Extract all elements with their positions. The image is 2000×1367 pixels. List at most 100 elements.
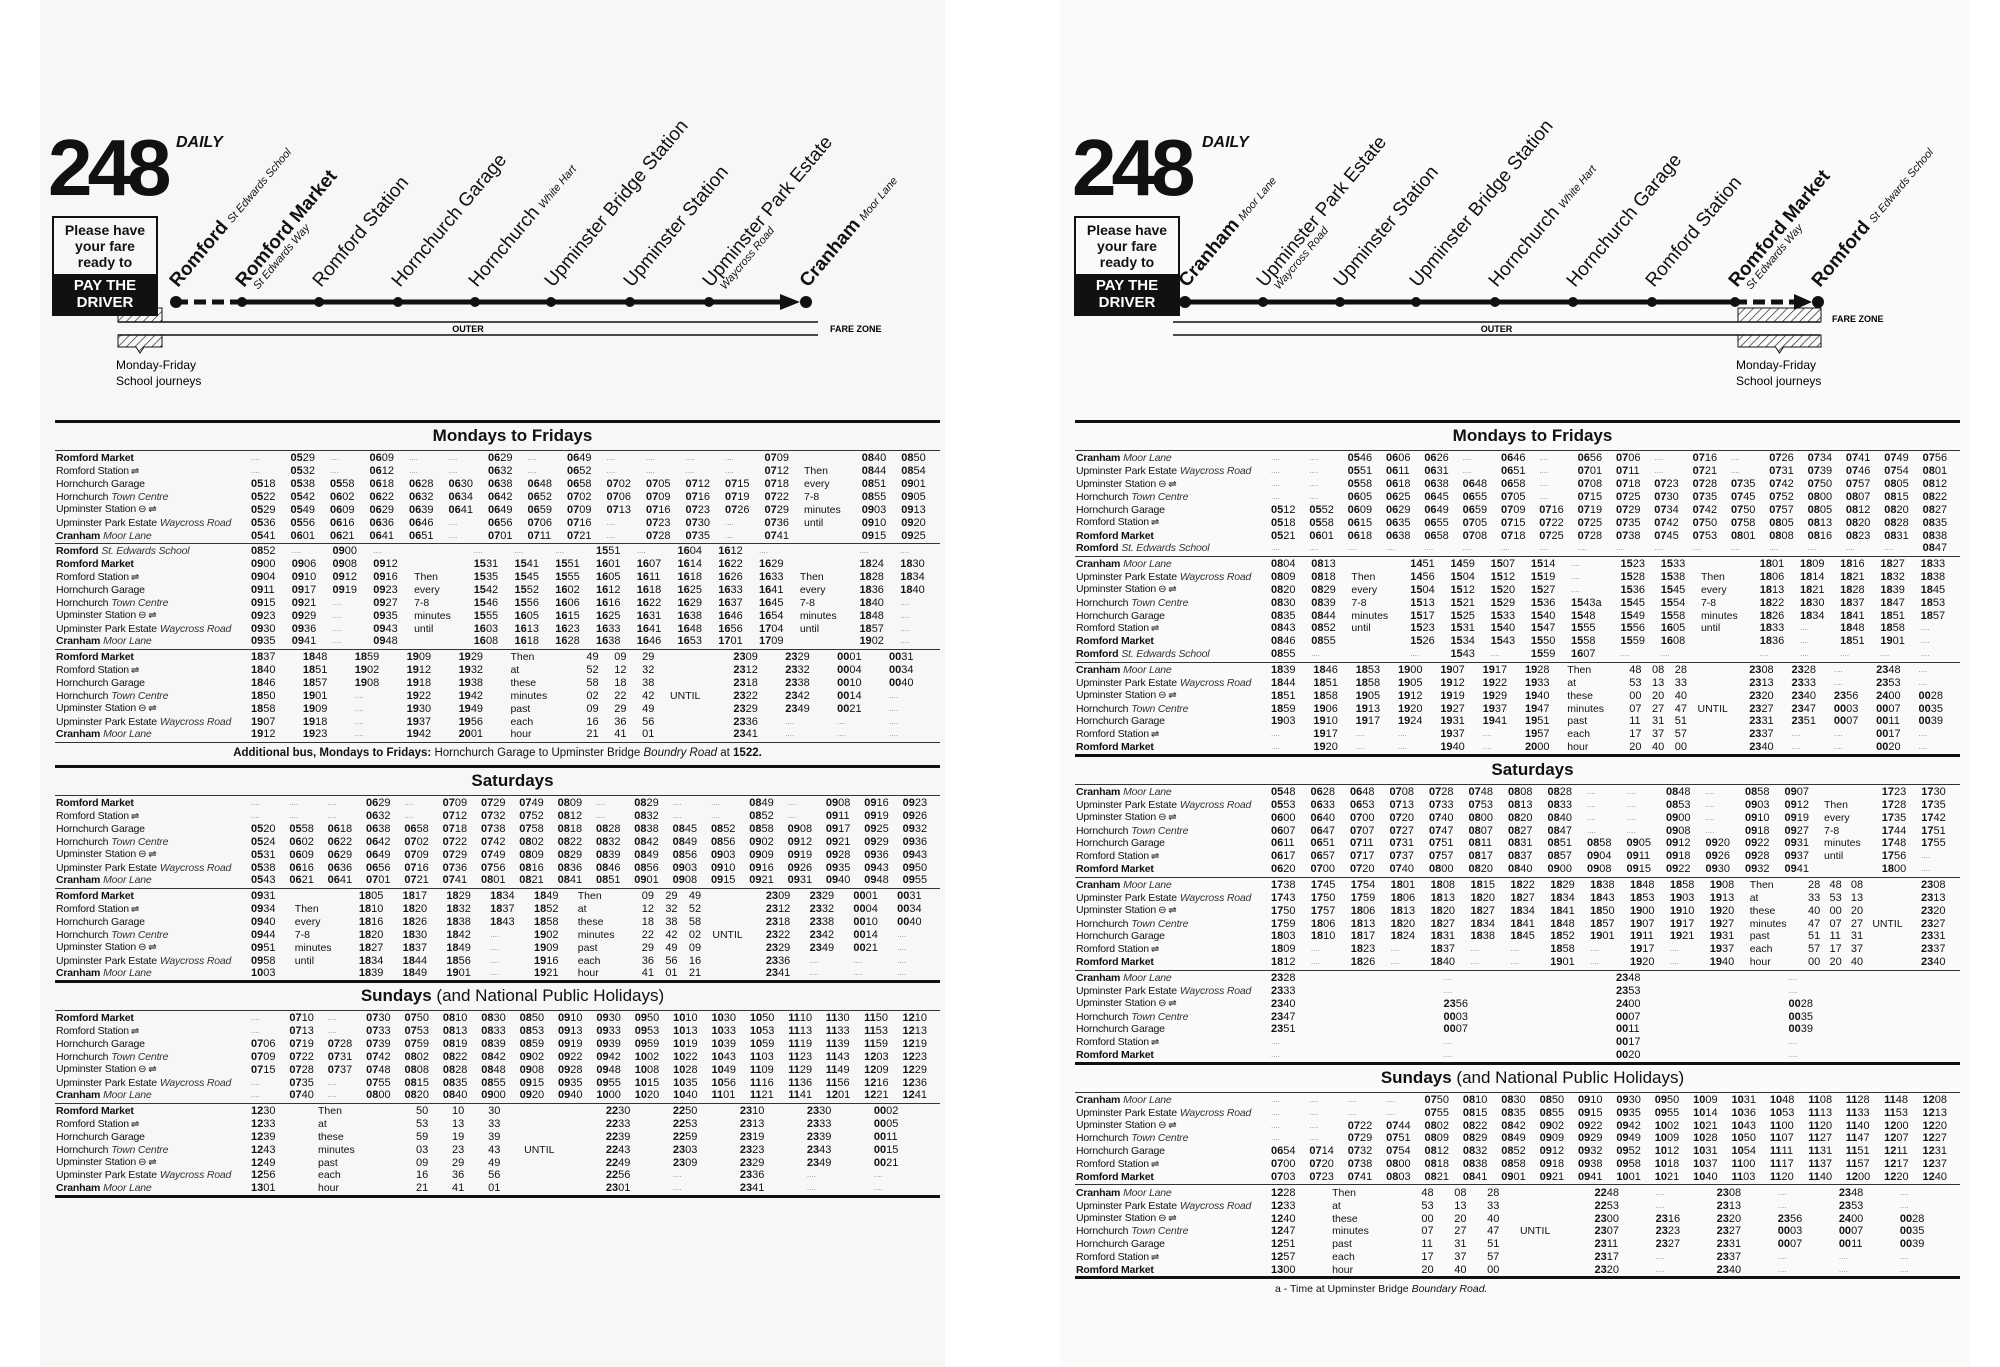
time-minute: 55 <box>378 1076 391 1089</box>
time-minute: 21 <box>761 1089 774 1102</box>
underground-icon: ⊖ <box>1158 812 1167 824</box>
time-minute: 17 <box>1363 930 1376 943</box>
no-service-cell: .... <box>1791 742 1801 752</box>
time-cell: 2329 <box>765 941 809 954</box>
time-hour: 07 <box>1271 1171 1284 1184</box>
no-service-cell: .... <box>1590 944 1600 954</box>
stop-name: Cranham <box>1076 1093 1121 1106</box>
block-divider <box>1075 555 1960 557</box>
stop-name: Hornchurch Garage <box>56 915 145 928</box>
time-cell: 1912 <box>250 728 302 741</box>
timetable-row: Upminster Park Estate Waycross Road......… <box>1075 1106 1960 1119</box>
time-cell: 1009 <box>1692 1094 1730 1107</box>
time-minute: 37 <box>1934 1158 1947 1171</box>
time-cell: 1216 <box>863 1076 901 1089</box>
timetable-row: Cranham Moor Lane........ 0546 0606 0626....… <box>1075 452 1960 465</box>
time-minute: 55 <box>1436 516 1449 529</box>
time-cell: 1912 <box>1397 689 1439 702</box>
time-minute: 46 <box>730 609 743 622</box>
time-hour: 05 <box>1347 465 1360 478</box>
time-minute: 10 <box>914 1012 927 1025</box>
time-cell: 1521 <box>1449 596 1489 609</box>
time-hour: 09 <box>1745 837 1758 850</box>
time-minute: 36 <box>1632 583 1646 596</box>
frequency-note-cell: minutes <box>510 689 548 702</box>
time-hour: 18 <box>1390 930 1403 943</box>
time-cell: 2309 <box>765 890 809 903</box>
time-cell: 1549 <box>1620 609 1660 622</box>
time-hour: 09 <box>825 874 839 887</box>
time-minute: 24 <box>263 835 276 848</box>
time-hour: 07 <box>1424 1106 1437 1119</box>
time-cell: 1211 <box>1883 1145 1921 1158</box>
minutes-past-cell: 07 <box>1421 1225 1434 1238</box>
time-cell: 0922 <box>1577 1119 1615 1132</box>
timetable-row: Romford Market 0846 0855 1526 1534 1543 1550 15… <box>1075 635 1960 648</box>
time-cell: 1616 <box>595 596 636 609</box>
time-minute: 57 <box>871 622 884 635</box>
time-minute: 15 <box>1475 1106 1488 1119</box>
stop-name: Upminster Bridge Station <box>1406 116 1558 291</box>
time-minute: 43 <box>819 1143 832 1156</box>
frequency-note-cell: these <box>1567 689 1593 702</box>
minutes-past-cell: 13 <box>452 1118 465 1130</box>
minutes-past-cell: 41 <box>641 967 655 980</box>
time-minute: 25 <box>608 609 621 622</box>
time-minute: 56 <box>470 715 484 728</box>
time-minute: 37 <box>1722 943 1735 956</box>
time-minute: 41 <box>460 503 473 516</box>
time-cell: 0722 <box>1538 516 1576 529</box>
time-minute: 13 <box>1819 516 1833 529</box>
time-hour: 23 <box>672 1143 686 1156</box>
time-cell: 1744 <box>1881 824 1921 837</box>
time-hour: 08 <box>557 861 570 874</box>
time-cell: 1844 <box>402 954 446 967</box>
time-cell: 1901 <box>445 967 489 980</box>
time-minute: 35 <box>1800 1010 1813 1023</box>
time-minute: 59 <box>875 1037 888 1050</box>
time-minute: 32 <box>378 810 391 823</box>
time-hour: 11 <box>788 1037 800 1050</box>
time-cell: 1843 <box>1589 891 1629 904</box>
time-cell: 0828 <box>595 823 633 836</box>
time-hour: 15 <box>1530 596 1544 609</box>
time-minute: 03 <box>1455 1010 1468 1023</box>
time-minute: 33 <box>608 622 621 635</box>
time-cell: 2336 <box>739 1169 806 1182</box>
time-cell: 0931 <box>787 874 825 887</box>
stop-name-cell: Upminster Park Estate Waycross Road <box>1075 676 1270 689</box>
time-minute: 29 <box>381 503 394 516</box>
time-hour: 15 <box>1530 609 1544 622</box>
time-minute: 20 <box>1480 863 1493 876</box>
time-hour: 07 <box>251 1037 264 1050</box>
time-minute: 33 <box>771 571 784 584</box>
time-cell: 0731 <box>327 1050 365 1063</box>
time-hour: 06 <box>1310 824 1323 837</box>
time-minute: 56 <box>302 516 315 529</box>
rail-icon: ⇌ <box>130 1025 140 1037</box>
time-cell: 0813 <box>1507 798 1547 811</box>
time-cell: 0750 <box>1730 503 1768 516</box>
time-cell: 1520 <box>1490 583 1530 596</box>
section-title: Saturdays <box>1075 757 1960 783</box>
time-hour: 07 <box>1769 490 1782 503</box>
stop-locality: White Hart <box>536 163 579 211</box>
time-hour: 08 <box>557 810 570 823</box>
minutes-past-cell: 53 <box>1829 891 1842 904</box>
time-cell: 1906 <box>1312 702 1354 715</box>
stop-name: Hornchurch Garage <box>1076 503 1165 516</box>
time-cell: 1902 <box>858 635 899 648</box>
time-cell: 1653 <box>677 635 718 648</box>
time-cell: 0948 <box>372 635 413 648</box>
time-cell: 1527 <box>1530 583 1570 596</box>
time-minute: 55 <box>914 874 928 887</box>
time-hour: 07 <box>1807 452 1820 465</box>
time-cell: 0647 <box>1310 824 1350 837</box>
frequency-note-cell: hour <box>1332 1264 1354 1277</box>
time-hour: 15 <box>1660 558 1673 571</box>
time-hour: 10 <box>1693 1158 1706 1171</box>
time-hour: 18 <box>1759 558 1773 571</box>
time-minute: 45 <box>771 596 784 609</box>
time-minute: 09 <box>761 848 774 861</box>
time-cell: 0729 <box>442 848 480 861</box>
